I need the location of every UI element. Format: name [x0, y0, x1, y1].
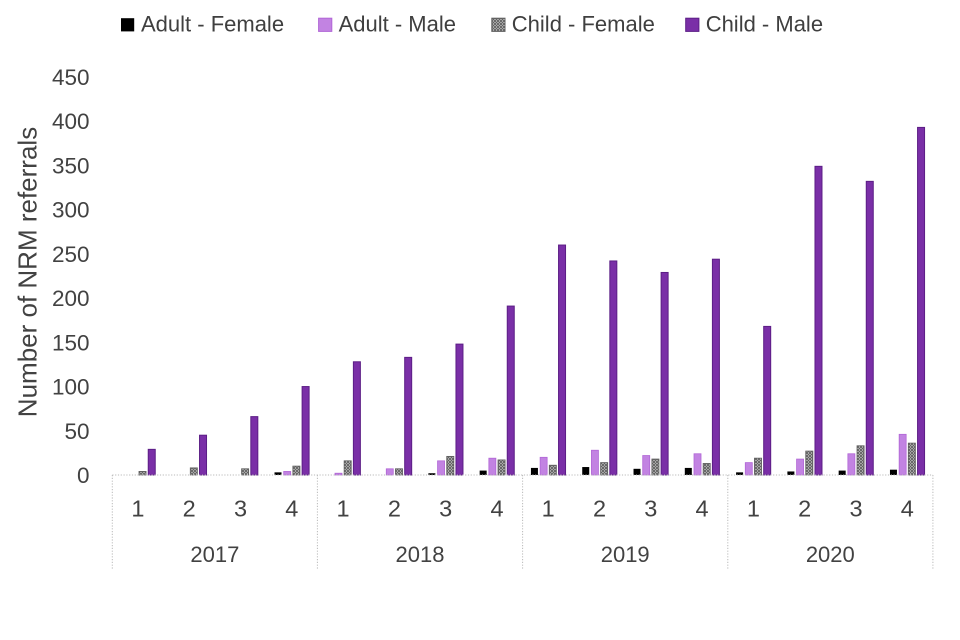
svg-text:2: 2: [388, 496, 401, 522]
svg-text:400: 400: [52, 109, 90, 134]
svg-text:2018: 2018: [396, 542, 445, 567]
svg-text:4: 4: [696, 496, 709, 522]
svg-text:150: 150: [52, 330, 90, 355]
svg-text:3: 3: [439, 496, 452, 522]
svg-text:2017: 2017: [190, 542, 239, 567]
svg-text:2: 2: [798, 496, 811, 522]
svg-text:3: 3: [644, 496, 657, 522]
svg-text:2: 2: [183, 496, 196, 522]
svg-text:4: 4: [285, 496, 298, 522]
svg-text:2019: 2019: [601, 542, 650, 567]
svg-text:1: 1: [542, 496, 555, 522]
svg-text:Child - Female: Child - Female: [512, 11, 655, 36]
svg-text:Number of NRM referrals: Number of NRM referrals: [13, 127, 43, 417]
svg-text:450: 450: [52, 65, 90, 90]
svg-text:Adult - Female: Adult - Female: [141, 11, 284, 36]
svg-text:50: 50: [64, 419, 89, 444]
svg-text:1: 1: [337, 496, 350, 522]
svg-text:3: 3: [849, 496, 862, 522]
svg-text:4: 4: [901, 496, 914, 522]
svg-text:2020: 2020: [806, 542, 855, 567]
svg-text:0: 0: [77, 463, 90, 488]
svg-text:1: 1: [747, 496, 760, 522]
svg-text:1: 1: [131, 496, 144, 522]
svg-text:200: 200: [52, 286, 90, 311]
svg-text:Adult - Male: Adult - Male: [339, 11, 456, 36]
svg-text:100: 100: [52, 375, 90, 400]
svg-text:250: 250: [52, 242, 90, 267]
svg-text:300: 300: [52, 198, 90, 223]
svg-text:4: 4: [490, 496, 503, 522]
svg-text:350: 350: [52, 153, 90, 178]
svg-text:Child - Male: Child - Male: [706, 11, 823, 36]
svg-text:2: 2: [593, 496, 606, 522]
svg-text:3: 3: [234, 496, 247, 522]
